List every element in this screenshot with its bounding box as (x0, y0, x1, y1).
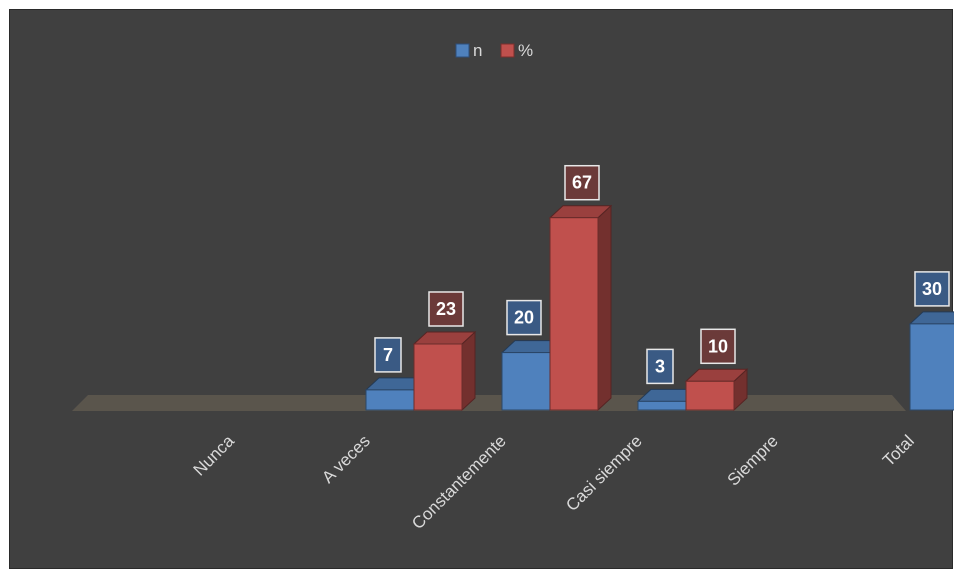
data-label-text: 10 (708, 336, 728, 356)
data-label-text: 20 (514, 308, 534, 328)
legend-swatch-n (455, 43, 470, 58)
data-label-text: 23 (436, 299, 456, 319)
legend: n % (455, 41, 533, 60)
bar-n-a-veces (364, 376, 429, 412)
data-label-percent-constantemente: 67 (564, 164, 600, 201)
bar-percent-constantemente (548, 204, 613, 412)
data-label-text: 7 (383, 345, 393, 365)
bar-percent-a-veces (412, 330, 477, 412)
data-labels-group: 723206731030100 (374, 164, 950, 385)
tick-label-nunca: Nunca (190, 431, 239, 480)
legend-label-percent: % (518, 41, 533, 60)
tick-label-siempre: Siempre (724, 431, 782, 489)
data-label-text: 67 (572, 173, 592, 193)
data-label-n-constantemente: 20 (506, 299, 542, 336)
data-label-n-total: 30 (914, 271, 950, 307)
bar-percent-casi-siempre (684, 368, 749, 412)
tick-label-total: Total (879, 431, 918, 470)
data-label-text: 30 (922, 279, 942, 299)
data-label-n-casi-siempre: 3 (646, 348, 674, 385)
bars-group (364, 204, 954, 412)
bar-n-total (908, 311, 954, 411)
data-label-percent-a-veces: 23 (428, 291, 464, 327)
tick-label-casi-siempre: Casi siempre (562, 431, 646, 515)
legend-label-n: n (473, 41, 482, 60)
legend-swatch-percent (500, 43, 515, 58)
data-label-text: 3 (655, 356, 665, 376)
data-label-percent-casi-siempre: 10 (700, 328, 736, 365)
chart-floor (72, 395, 906, 411)
tick-label-a-veces: A veces (318, 431, 374, 487)
tick-label-constantemente: Constantemente (408, 431, 510, 533)
data-label-n-a-veces: 7 (374, 337, 402, 373)
x-axis-ticks: Nunca A veces Constantemente Casi siempre Si… (190, 431, 918, 533)
